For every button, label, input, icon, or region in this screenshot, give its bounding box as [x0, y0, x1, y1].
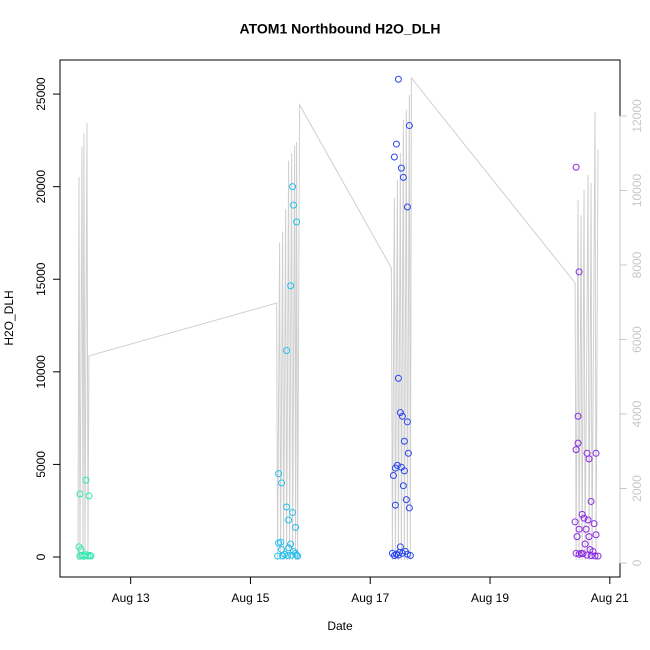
- point: [289, 183, 297, 191]
- point: [398, 412, 406, 420]
- point: [583, 551, 591, 559]
- point: [399, 173, 407, 181]
- point: [403, 418, 411, 426]
- point: [582, 525, 590, 533]
- point: [579, 550, 587, 558]
- point: [292, 523, 300, 531]
- point: [590, 520, 598, 528]
- point: [87, 552, 95, 560]
- point: [284, 552, 292, 560]
- point: [390, 552, 398, 560]
- point: [394, 75, 402, 83]
- point: [391, 501, 399, 509]
- y-tick-label: 15000: [34, 262, 48, 296]
- x-tick-label: Aug 21: [591, 591, 629, 605]
- x-tick-label: Aug 13: [112, 591, 150, 605]
- y-tick-label: 25000: [34, 77, 48, 111]
- point: [388, 549, 396, 557]
- point: [405, 122, 413, 130]
- point: [389, 472, 397, 480]
- chart-title: ATOM1 Northbound H2O_DLH: [240, 21, 441, 37]
- point: [572, 549, 580, 557]
- point: [589, 547, 597, 555]
- point: [587, 552, 595, 560]
- y2-tick-label: 2000: [630, 475, 644, 502]
- point: [573, 533, 581, 541]
- point: [592, 531, 600, 539]
- point: [275, 470, 283, 478]
- point: [578, 510, 586, 518]
- point: [287, 540, 295, 548]
- point: [82, 476, 90, 484]
- y2-tick-label: 6000: [630, 326, 644, 353]
- point: [584, 516, 592, 524]
- point: [283, 347, 291, 355]
- point: [402, 496, 410, 504]
- point: [277, 538, 285, 546]
- y2-tick-label: 8000: [630, 251, 644, 278]
- point: [86, 551, 94, 559]
- y-tick-label: 5000: [34, 451, 48, 478]
- point: [293, 551, 301, 559]
- point: [575, 525, 583, 533]
- point: [592, 449, 600, 457]
- point: [575, 268, 583, 276]
- y2-tick-label: 12000: [630, 99, 644, 133]
- point: [279, 552, 287, 560]
- line: [77, 76, 599, 561]
- point: [283, 503, 291, 511]
- point: [574, 412, 582, 420]
- point: [399, 482, 407, 490]
- point: [403, 203, 411, 211]
- point: [585, 455, 593, 463]
- y2-tick-label: 0: [630, 559, 644, 566]
- point: [591, 552, 599, 560]
- point: [400, 467, 408, 475]
- point: [287, 282, 295, 290]
- y-tick-label: 0: [34, 553, 48, 560]
- x-tick-label: Aug 19: [471, 591, 509, 605]
- point: [572, 163, 580, 171]
- x-tick-label: Aug 17: [351, 591, 389, 605]
- point: [390, 153, 398, 161]
- point: [289, 509, 297, 517]
- point: [76, 490, 84, 498]
- point: [405, 504, 413, 512]
- x-axis-label: Date: [327, 619, 353, 633]
- y-tick-label: 10000: [34, 355, 48, 389]
- point: [278, 479, 286, 487]
- point: [587, 497, 595, 505]
- y2-tick-label: 10000: [630, 173, 644, 207]
- y-axis-label: H2O_DLH: [2, 290, 16, 345]
- point: [392, 140, 400, 148]
- point: [594, 552, 602, 560]
- point: [574, 439, 582, 447]
- point: [290, 201, 298, 209]
- point: [396, 409, 404, 417]
- point: [395, 548, 403, 556]
- plot-box: [59, 59, 621, 578]
- point: [581, 540, 589, 548]
- point: [585, 533, 593, 541]
- point: [397, 164, 405, 172]
- y-tick-label: 20000: [34, 170, 48, 204]
- point: [571, 518, 579, 526]
- x-tick-label: Aug 15: [231, 591, 269, 605]
- point: [285, 516, 293, 524]
- point: [293, 218, 301, 226]
- point: [400, 437, 408, 445]
- point: [294, 552, 302, 560]
- y2-tick-label: 4000: [630, 400, 644, 427]
- point: [274, 552, 282, 560]
- point: [393, 461, 401, 469]
- point: [85, 492, 93, 500]
- point: [572, 446, 580, 454]
- point: [404, 449, 412, 457]
- point: [285, 544, 293, 552]
- point: [394, 374, 402, 382]
- point: [406, 552, 414, 560]
- point: [580, 514, 588, 522]
